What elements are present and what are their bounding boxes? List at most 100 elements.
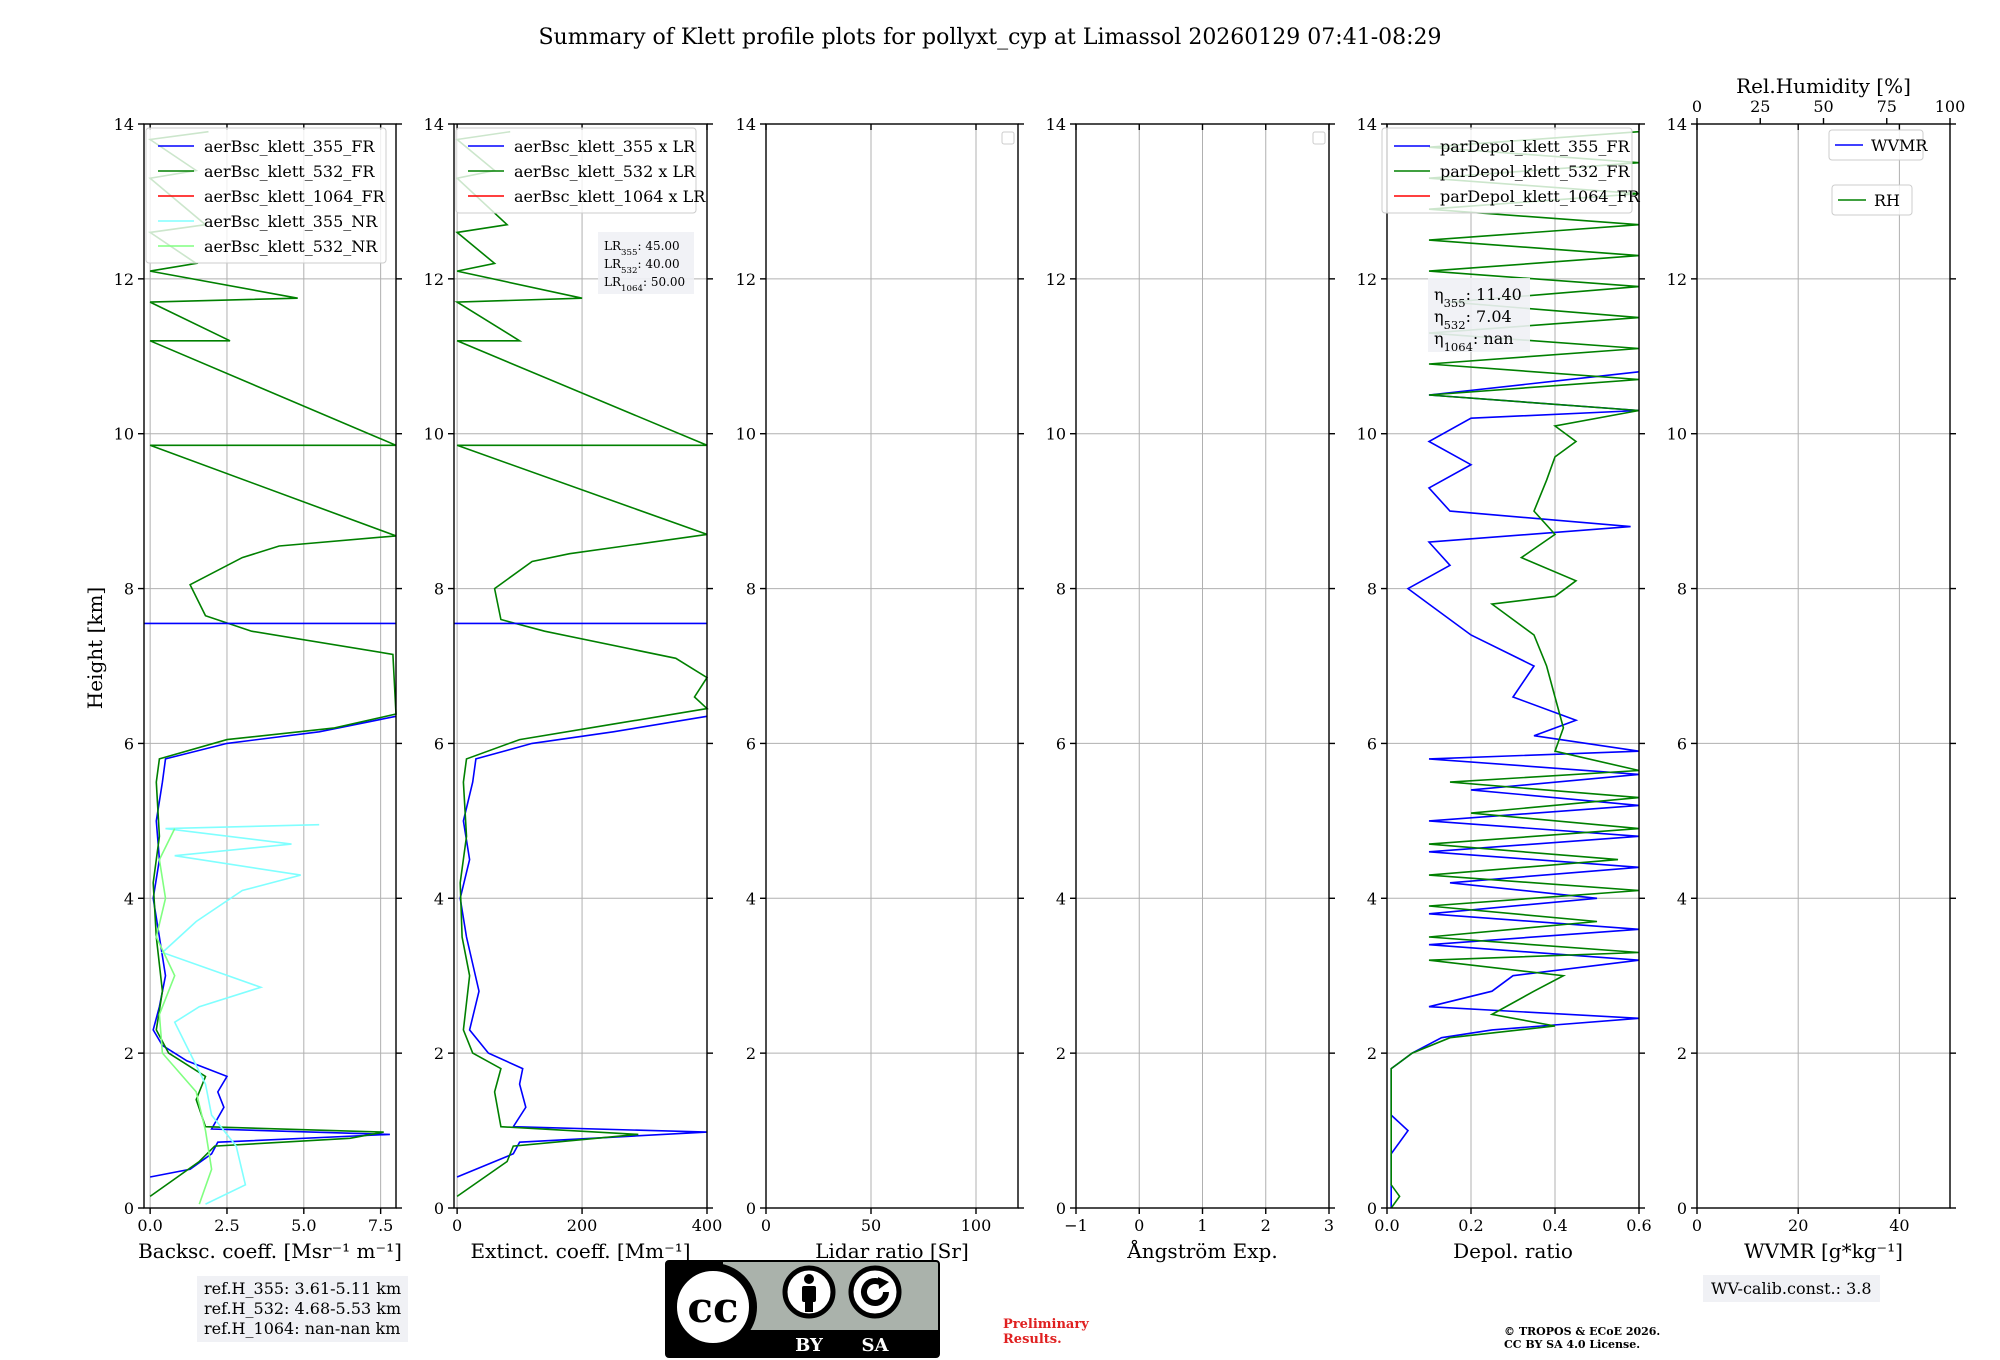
legend-entry: aerBsc_klett_532_FR	[204, 162, 375, 181]
x-axis-label: Backsc. coeff. [Msr⁻¹ m⁻¹]	[138, 1239, 402, 1263]
legend-entry: aerBsc_klett_1064 x LR	[514, 187, 706, 206]
x-tick-label: −1	[1064, 1216, 1088, 1235]
empty-legend-box	[1312, 131, 1326, 145]
y-tick-label: 12	[736, 270, 756, 289]
y-tick-label: 0	[1056, 1199, 1066, 1218]
y-tick-label: 10	[1667, 425, 1687, 444]
y-tick-label: 14	[424, 115, 444, 134]
y-tick-label: 8	[434, 580, 444, 599]
y-tick-label: 12	[1667, 270, 1687, 289]
legend-entry: WVMR	[1871, 136, 1928, 155]
annotation-box	[1428, 278, 1530, 352]
annotation-box	[598, 232, 694, 294]
x-tick-label: 7.5	[368, 1216, 393, 1235]
copyright-line-2: CC BY SA 4.0 License.	[1504, 1338, 1641, 1351]
legend-entry: RH	[1874, 191, 1900, 210]
legend-entry: parDepol_klett_532_FR	[1440, 162, 1631, 181]
y-tick-label: 12	[114, 270, 134, 289]
y-tick-label: 12	[424, 270, 444, 289]
preliminary-note: Preliminary Results.	[1003, 1317, 1089, 1347]
annotation-line: LR532: 40.00	[604, 257, 680, 276]
y-tick-label: 4	[746, 889, 756, 908]
y-tick-label: 10	[1046, 425, 1066, 444]
y-tick-label: 14	[1046, 115, 1066, 134]
x-axis-label: Lidar ratio [Sr]	[815, 1239, 969, 1263]
y-tick-label: 6	[746, 734, 756, 753]
x-tick-label: 2	[1261, 1216, 1271, 1235]
preliminary-line-2: Results.	[1003, 1332, 1062, 1347]
y-tick-label: 2	[124, 1044, 134, 1063]
y-tick-label: 8	[1367, 580, 1377, 599]
license-by-label: BY	[795, 1335, 824, 1356]
panel-2: 0 200 400 0 2 4 6 8 10 12 14 Extinct. coeff. [Mm⁻¹]…	[424, 115, 723, 1263]
y-tick-label: 10	[114, 425, 134, 444]
legend: aerBsc_klett_355_FR aerBsc_klett_532_FRae…	[145, 127, 387, 264]
annotation-line: η355: 11.40	[1434, 285, 1522, 310]
panel-3: 0 50 100 0 2 4 6 8 10 12 14 Lidar ratio [Sr]	[736, 115, 1024, 1263]
x-tick-label: 1	[1197, 1216, 1207, 1235]
y-tick-label: 4	[434, 889, 444, 908]
y-tick-label: 6	[434, 734, 444, 753]
panel-5: 0.0 0.2 0.4 0.6 0 2 4 6 8 10 12 14 Depol. ratio parDe…	[1357, 115, 1652, 1263]
y-tick-label: 2	[1367, 1044, 1377, 1063]
series-line-aerBsc_klett_355_FR	[149, 715, 397, 1178]
license-sa-label: SA	[862, 1335, 890, 1356]
legend-entry: aerBsc_klett_1064_FR	[204, 187, 386, 206]
annotation-line: η1064: nan	[1434, 329, 1514, 354]
x-tick-label: 0.4	[1542, 1216, 1567, 1235]
annotation-line: η532: 7.04	[1434, 307, 1512, 332]
y-tick-label: 2	[1677, 1044, 1687, 1063]
secondary-x-tick-label: 25	[1750, 97, 1770, 116]
cc-logo-letters: cc	[687, 1283, 738, 1332]
annotation-line: LR355: 45.00	[604, 239, 680, 258]
secondary-x-tick-label: 75	[1877, 97, 1897, 116]
ref-height-1064: ref.H_1064: nan-nan km	[204, 1319, 401, 1338]
x-tick-label: 5.0	[291, 1216, 316, 1235]
ref-height-532: ref.H_532: 4.68-5.53 km	[204, 1299, 402, 1318]
secondary-x-tick-label: 50	[1813, 97, 1833, 116]
legend-box	[145, 127, 387, 264]
x-tick-label: 0	[761, 1216, 771, 1235]
wv-calibration-text: WV-calib.const.: 3.8	[1711, 1279, 1872, 1298]
legend-box	[455, 127, 697, 214]
legend-entry: parDepol_klett_355_FR	[1440, 137, 1631, 156]
panel-1: 0.0 2.5 5.0 7.5 0 2 4 6 8 10 12 14 Backsc. coeff. [M…	[114, 115, 402, 1263]
series-line-aerBsc_klett_355 x LR	[456, 715, 708, 1178]
secondary-x-tick-label: 100	[1935, 97, 1966, 116]
copyright-note: © TROPOS & ECoE 2026. CC BY SA 4.0 Licen…	[1504, 1325, 1660, 1351]
axes-frame	[765, 123, 1019, 1209]
legend-box	[1381, 127, 1633, 214]
axes-frame	[1386, 123, 1640, 1209]
axes-frame	[1696, 123, 1951, 1209]
x-tick-label: 0.2	[1458, 1216, 1483, 1235]
legend-box	[1831, 184, 1913, 216]
y-tick-label: 2	[434, 1044, 444, 1063]
y-tick-label: 12	[1046, 270, 1066, 289]
y-tick-label: 10	[424, 425, 444, 444]
y-tick-label: 6	[1056, 734, 1066, 753]
legend: parDepol_klett_355_FR parDepol_klett_532_…	[1381, 127, 1641, 214]
axes-frame	[453, 123, 708, 1209]
annotation-line: LR1064: 50.00	[604, 275, 685, 294]
x-tick-label: 0.6	[1626, 1216, 1651, 1235]
series-line-aerBsc_klett_532 x LR	[454, 130, 709, 1198]
x-tick-label: 0.0	[137, 1216, 162, 1235]
panel-6: 0 20 40 0 2 4 6 8 10 12 14 WVMR [g*kg⁻¹] 0 25 50 75 100 R…	[1667, 74, 1966, 1263]
x-tick-label: 0	[1692, 1216, 1702, 1235]
legend: aerBsc_klett_355 x LR aerBsc_klett_532 x …	[455, 127, 706, 214]
x-tick-label: 0	[452, 1216, 462, 1235]
y-tick-label: 4	[1677, 889, 1687, 908]
secondary-x-axis-label: Rel.Humidity [%]	[1736, 74, 1911, 98]
preliminary-line-1: Preliminary	[1003, 1317, 1089, 1332]
y-tick-label: 8	[1677, 580, 1687, 599]
y-tick-label: 4	[124, 889, 134, 908]
series-line-parDepol_klett_532_FR	[1390, 130, 1640, 1209]
x-tick-label: 100	[961, 1216, 992, 1235]
x-tick-label: 3	[1324, 1216, 1334, 1235]
ref-height-355: ref.H_355: 3.61-5.11 km	[204, 1279, 402, 1298]
y-tick-label: 8	[1056, 580, 1066, 599]
y-tick-label: 0	[1677, 1199, 1687, 1218]
legend-entry: aerBsc_klett_355 x LR	[514, 137, 696, 156]
